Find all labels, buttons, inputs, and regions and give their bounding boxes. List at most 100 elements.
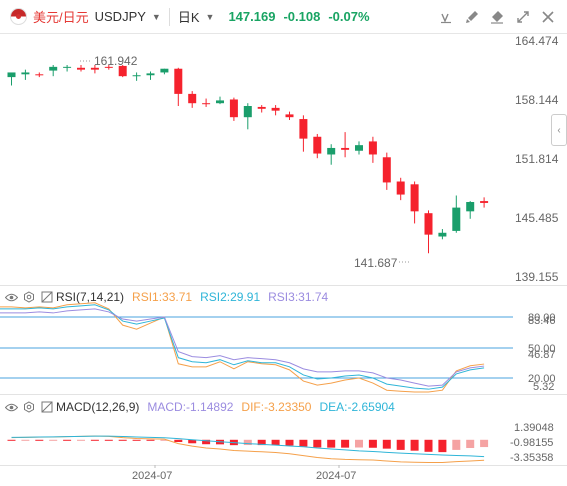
macd-bar bbox=[355, 439, 363, 448]
candle[interactable] bbox=[424, 210, 433, 254]
candle[interactable] bbox=[118, 64, 127, 78]
candle[interactable] bbox=[452, 195, 461, 233]
candle-body bbox=[299, 119, 308, 139]
text-icon[interactable] bbox=[437, 8, 455, 26]
rsi3-value: RSI3:31.74 bbox=[268, 290, 329, 304]
fullscreen-icon[interactable] bbox=[514, 8, 532, 26]
candle-body bbox=[132, 75, 141, 77]
rsi-value-high: 83.46 bbox=[528, 315, 556, 327]
eye-slash-icon[interactable] bbox=[40, 400, 54, 414]
candle-body bbox=[452, 207, 461, 231]
price-tick-label: 139.155 bbox=[515, 270, 559, 284]
macd-bar bbox=[118, 439, 127, 441]
candle[interactable] bbox=[146, 71, 155, 80]
candle[interactable] bbox=[299, 115, 308, 152]
candle-body bbox=[327, 147, 336, 155]
eye-slash-icon[interactable] bbox=[40, 290, 54, 304]
symbol-code[interactable]: USDJPY bbox=[94, 9, 146, 24]
candle[interactable] bbox=[382, 152, 391, 190]
candle[interactable] bbox=[313, 133, 322, 159]
last-price: 147.169 bbox=[228, 9, 276, 24]
price-tick-label: 145.485 bbox=[515, 211, 559, 225]
dea-value: DEA:-2.65904 bbox=[319, 400, 395, 414]
pane-divider bbox=[0, 465, 567, 466]
candle[interactable] bbox=[466, 201, 475, 219]
candle[interactable] bbox=[188, 91, 197, 108]
candle[interactable] bbox=[202, 98, 211, 107]
candle[interactable] bbox=[104, 64, 113, 70]
macd-bar bbox=[90, 439, 99, 441]
candle[interactable] bbox=[35, 72, 44, 78]
candle[interactable] bbox=[7, 72, 16, 86]
rsi-value-mid: 46.87 bbox=[528, 349, 556, 361]
macd-legend: MACD(12,26,9) MACD:-1.14892 DIF:-3.23350… bbox=[0, 400, 395, 414]
rsi-legend: RSI(7,14,21) RSI1:33.71 RSI2:29.91 RSI3:… bbox=[0, 290, 328, 304]
macd-bar bbox=[77, 439, 85, 441]
candle[interactable] bbox=[271, 105, 280, 116]
candle-body bbox=[216, 100, 224, 104]
macd-chart[interactable]: 1.39048 -0.98155 -3.35358 bbox=[0, 395, 567, 465]
candle[interactable] bbox=[410, 181, 419, 224]
candle-body bbox=[285, 114, 294, 118]
candle-body bbox=[174, 68, 183, 94]
candle[interactable] bbox=[174, 67, 183, 107]
min-price-label: 141.687 bbox=[354, 256, 398, 270]
eye-icon[interactable] bbox=[4, 290, 18, 304]
eye-icon[interactable] bbox=[4, 400, 18, 414]
candle[interactable] bbox=[229, 97, 238, 121]
candle[interactable] bbox=[90, 64, 99, 74]
macd-bar bbox=[271, 439, 280, 446]
candle-body bbox=[410, 184, 419, 212]
candle[interactable] bbox=[21, 69, 30, 80]
rsi-series-line bbox=[0, 308, 485, 387]
candle[interactable] bbox=[160, 68, 169, 75]
pair-name-cn[interactable]: 美元/日元 bbox=[33, 10, 89, 25]
macd-bar bbox=[396, 439, 405, 450]
rsi-chart[interactable]: 80.00 83.46 50.00 46.87 20.00 5.32 bbox=[0, 286, 567, 394]
macd-tick-high: 1.39048 bbox=[514, 422, 554, 434]
period-selector[interactable]: 日K bbox=[177, 10, 200, 25]
candle[interactable] bbox=[257, 105, 266, 113]
rsi-series-line bbox=[0, 304, 485, 390]
candle-body bbox=[313, 136, 322, 154]
gear-icon[interactable] bbox=[22, 290, 36, 304]
macd-tick-low: -3.35358 bbox=[510, 452, 553, 464]
candle[interactable] bbox=[63, 64, 72, 72]
candle[interactable] bbox=[341, 132, 350, 158]
candle-body bbox=[396, 181, 405, 195]
candle-body bbox=[257, 106, 266, 109]
candle-body bbox=[229, 99, 238, 118]
candlestick-chart[interactable]: 164.474 158.144 151.814 145.485 139.155 161.… bbox=[0, 33, 567, 285]
max-price-label: 161.942 bbox=[94, 54, 138, 68]
rsi-tick-20: 20.00 bbox=[528, 373, 556, 385]
candle[interactable] bbox=[368, 136, 377, 163]
macd-bar bbox=[438, 439, 447, 453]
chevron-down-icon[interactable]: ▼ bbox=[151, 11, 161, 22]
candle[interactable] bbox=[396, 177, 405, 201]
macd-bar bbox=[327, 439, 336, 448]
x-axis: 2024-07 2024-07 bbox=[132, 465, 356, 482]
rsi-series-line bbox=[0, 302, 485, 393]
macd-bar bbox=[257, 439, 266, 446]
candle[interactable] bbox=[216, 96, 224, 105]
rsi-value-low: 5.32 bbox=[533, 381, 554, 393]
candle[interactable] bbox=[438, 229, 447, 240]
dea-line bbox=[11, 435, 485, 458]
candle[interactable] bbox=[243, 103, 252, 130]
candle-body bbox=[21, 72, 30, 75]
candle-body bbox=[480, 201, 489, 203]
candle[interactable] bbox=[480, 197, 489, 208]
candle[interactable] bbox=[49, 64, 58, 77]
eraser-icon[interactable] bbox=[488, 8, 506, 26]
candle[interactable] bbox=[355, 141, 363, 155]
flag-icon bbox=[10, 8, 27, 25]
chevron-down-icon[interactable]: ▼ bbox=[205, 11, 215, 22]
candle[interactable] bbox=[132, 72, 141, 81]
close-icon[interactable] bbox=[539, 8, 557, 26]
brush-icon[interactable] bbox=[463, 8, 481, 26]
candle[interactable] bbox=[285, 111, 294, 120]
candle[interactable] bbox=[327, 144, 336, 165]
candle[interactable] bbox=[77, 64, 85, 72]
gear-icon[interactable] bbox=[22, 400, 36, 414]
rsi-tick-50: 50.00 bbox=[528, 343, 556, 355]
